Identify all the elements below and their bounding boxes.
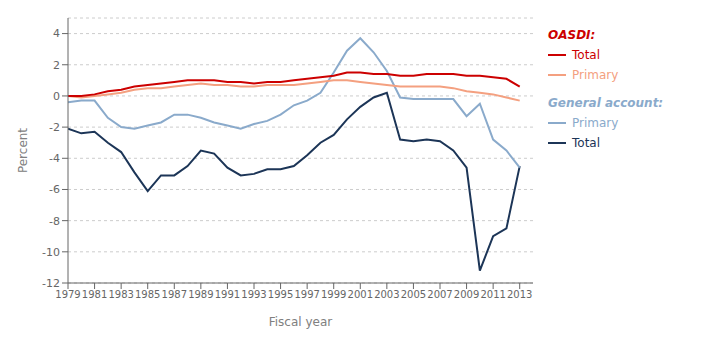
svg-text:2005: 2005 <box>401 289 426 300</box>
svg-text:2009: 2009 <box>454 289 479 300</box>
svg-text:Fiscal year: Fiscal year <box>269 315 333 329</box>
svg-text:2003: 2003 <box>374 289 399 300</box>
svg-text:2013: 2013 <box>507 289 532 300</box>
svg-text:2: 2 <box>53 59 60 72</box>
svg-text:1985: 1985 <box>135 289 160 300</box>
html-text:General account:: General account: <box>548 96 664 110</box>
svg-text:4: 4 <box>53 27 60 40</box>
svg-text:0: 0 <box>53 90 60 103</box>
svg-text:Percent: Percent <box>16 128 30 173</box>
svg-text:2011: 2011 <box>480 289 505 300</box>
svg-text:1993: 1993 <box>241 289 266 300</box>
html-text:Primary: Primary <box>572 116 619 130</box>
html-text:Total: Total <box>572 136 600 150</box>
svg-text:1989: 1989 <box>188 289 213 300</box>
svg-text:1991: 1991 <box>215 289 240 300</box>
html-text:Primary: Primary <box>572 68 619 82</box>
svg-text:1983: 1983 <box>108 289 133 300</box>
svg-text:1999: 1999 <box>321 289 346 300</box>
html-text:OASDI:: OASDI: <box>548 28 596 42</box>
svg-text:-4: -4 <box>49 152 60 165</box>
svg-text:-6: -6 <box>49 183 60 196</box>
svg-text:1979: 1979 <box>55 289 80 300</box>
svg-text:2001: 2001 <box>348 289 373 300</box>
svg-text:-8: -8 <box>49 215 60 228</box>
svg-text:-10: -10 <box>42 246 60 259</box>
html-text:Total: Total <box>572 48 600 62</box>
svg-text:1981: 1981 <box>82 289 107 300</box>
svg-text:2007: 2007 <box>427 289 452 300</box>
svg-text:1995: 1995 <box>268 289 293 300</box>
svg-text:1997: 1997 <box>294 289 319 300</box>
svg-text:-2: -2 <box>49 121 60 134</box>
svg-text:1987: 1987 <box>162 289 187 300</box>
svg-text:-12: -12 <box>42 277 60 290</box>
